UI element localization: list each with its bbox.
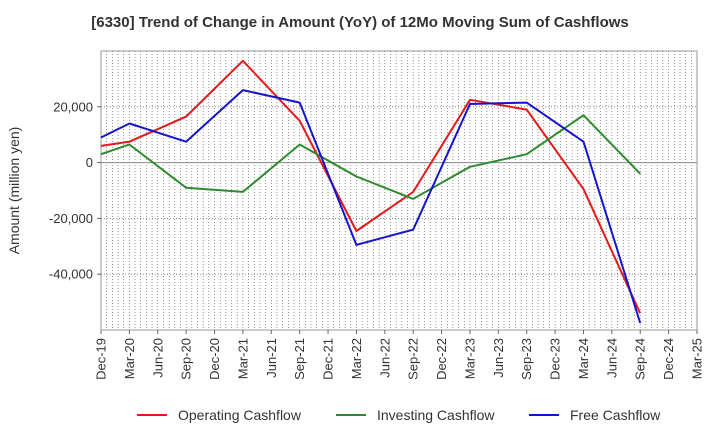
y-tick-label: 20,000 bbox=[53, 99, 93, 114]
series-line-operating-cashflow bbox=[100, 59, 642, 314]
y-axis-label: Amount (million yen) bbox=[6, 127, 22, 255]
y-tick-label: -40,000 bbox=[49, 267, 93, 282]
x-tick-label: Mar-23 bbox=[462, 338, 477, 379]
x-tick-label: Jun-22 bbox=[377, 338, 392, 378]
y-tick-label: 0 bbox=[86, 155, 93, 170]
series-line-free-cashflow bbox=[100, 89, 642, 324]
x-tick-label: Sep-20 bbox=[179, 338, 194, 380]
series-line-investing-cashflow bbox=[100, 114, 641, 200]
legend-label: Operating Cashflow bbox=[178, 407, 302, 423]
plot-area bbox=[100, 50, 698, 331]
legend-item: Free Cashflow bbox=[529, 407, 661, 423]
x-tick-label: Dec-24 bbox=[661, 338, 676, 380]
legend-label: Free Cashflow bbox=[570, 407, 661, 423]
x-tick-label: Sep-24 bbox=[633, 338, 648, 380]
x-tick-label: Sep-23 bbox=[519, 338, 534, 380]
x-tick-label: Dec-23 bbox=[548, 338, 563, 380]
x-tick-label: Mar-24 bbox=[576, 338, 591, 379]
x-tick-label: Jun-20 bbox=[150, 338, 165, 378]
legend-item: Operating Cashflow bbox=[137, 407, 302, 423]
x-tick-label: Dec-21 bbox=[321, 338, 336, 380]
x-tick-label: Sep-21 bbox=[292, 338, 307, 380]
y-tick-label: -20,000 bbox=[49, 211, 93, 226]
x-tick-label: Mar-21 bbox=[235, 338, 250, 379]
x-tick-label: Dec-22 bbox=[434, 338, 449, 380]
x-tick-label: Mar-25 bbox=[690, 338, 705, 379]
x-tick-label: Sep-22 bbox=[406, 338, 421, 380]
x-tick-label: Dec-19 bbox=[94, 338, 109, 380]
x-tick-label: Jun-24 bbox=[604, 338, 619, 378]
x-tick-label: Jun-21 bbox=[264, 338, 279, 378]
x-tick-label: Mar-22 bbox=[349, 338, 364, 379]
chart-title: [6330] Trend of Change in Amount (YoY) o… bbox=[91, 14, 629, 31]
legend-item: Investing Cashflow bbox=[336, 407, 495, 423]
x-tick-label: Mar-20 bbox=[122, 338, 137, 379]
legend-label: Investing Cashflow bbox=[377, 407, 495, 423]
x-tick-label: Dec-20 bbox=[207, 338, 222, 380]
x-tick-label: Jun-23 bbox=[491, 338, 506, 378]
